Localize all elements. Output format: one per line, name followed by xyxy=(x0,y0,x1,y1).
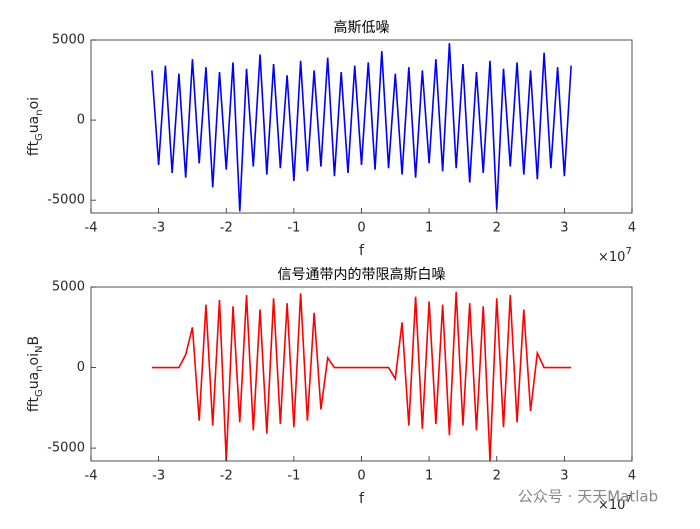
chart-title: 高斯低噪 xyxy=(334,19,390,36)
y-tick-label: 0 xyxy=(77,360,85,375)
y-axis-label: fftGuanoi xyxy=(26,97,45,156)
x-tick-label: 1 xyxy=(425,469,433,484)
y-axis-label-part: n xyxy=(34,109,45,115)
y-tick-label: 0 xyxy=(77,113,85,128)
x-tick-label: 3 xyxy=(560,469,568,484)
x-axis-label: f xyxy=(359,243,365,259)
chart-title: 信号通带内的带限高斯白噪 xyxy=(278,266,446,283)
watermark: 公众号 · 天天Matlab xyxy=(518,488,658,506)
y-tick-label: -5000 xyxy=(47,193,85,208)
x-tick-label: -4 xyxy=(85,221,98,236)
plot-area xyxy=(91,40,632,213)
y-axis-label: fftGuanoiNB xyxy=(26,336,45,412)
x-exponent-base: ×10 xyxy=(598,498,625,513)
x-tick-label: 4 xyxy=(628,469,636,484)
y-axis-label-part: fft xyxy=(26,140,42,156)
y-axis-label-part: B xyxy=(26,336,42,346)
x-tick-label: -3 xyxy=(152,221,165,236)
x-tick-label: 1 xyxy=(425,221,433,236)
y-axis-label-part: N xyxy=(34,345,45,352)
x-tick-label: 0 xyxy=(357,469,365,484)
x-tick-label: 4 xyxy=(628,221,636,236)
y-axis-label-part: ua xyxy=(26,116,42,133)
y-tick-label: 5000 xyxy=(52,33,85,48)
x-tick-label: 0 xyxy=(357,221,365,236)
data-line xyxy=(151,291,572,462)
y-axis-label-part: G xyxy=(34,133,45,141)
y-axis-label-part: G xyxy=(34,389,45,397)
x-tick-label: 2 xyxy=(493,221,501,236)
y-tick-label: -5000 xyxy=(47,441,85,456)
x-tick-label: -3 xyxy=(152,469,165,484)
x-exponent-power: 7 xyxy=(625,246,631,257)
x-exponent: ×107 xyxy=(598,494,632,513)
x-exponent-power: 7 xyxy=(625,494,631,505)
data-line xyxy=(151,43,572,212)
y-axis-label-part: oi xyxy=(26,353,42,365)
y-axis-label-part: fft xyxy=(26,396,42,412)
y-tick-label: 5000 xyxy=(52,280,85,295)
y-axis-label-part: oi xyxy=(26,97,42,109)
x-exponent-base: ×10 xyxy=(598,250,625,265)
x-tick-label: 2 xyxy=(493,469,501,484)
x-axis-label: f xyxy=(359,491,365,507)
plot-area xyxy=(91,287,632,461)
x-exponent: ×107 xyxy=(598,246,632,265)
y-axis-label-part: ua xyxy=(26,372,42,389)
x-tick-label: -1 xyxy=(287,469,300,484)
x-tick-label: -2 xyxy=(220,469,233,484)
y-axis-label-part: n xyxy=(34,365,45,371)
x-tick-label: -4 xyxy=(85,469,98,484)
x-tick-label: -2 xyxy=(220,221,233,236)
x-tick-label: 3 xyxy=(560,221,568,236)
x-tick-label: -1 xyxy=(287,221,300,236)
